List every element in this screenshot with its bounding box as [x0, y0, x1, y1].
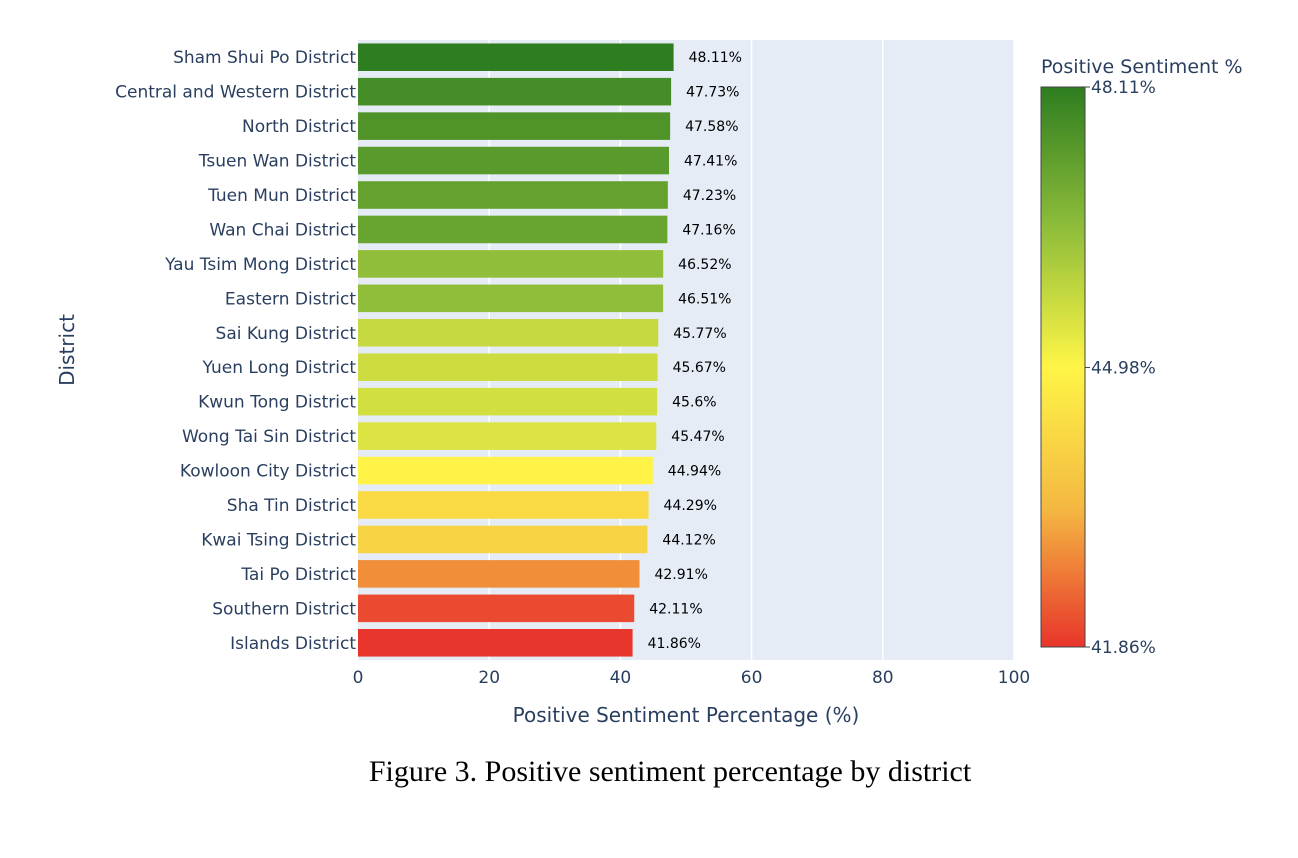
x-tick-label: 0 [353, 668, 364, 688]
x-tick-label: 60 [741, 668, 763, 688]
y-tick-label: Sha Tin District [227, 496, 357, 516]
bar [358, 284, 664, 313]
bar [358, 250, 664, 278]
bar-value-label: 47.23% [683, 188, 736, 204]
y-axis-tick-labels: Sham Shui Po District Central and Western… [115, 48, 356, 654]
bar-value-label: 47.41% [684, 154, 737, 170]
bar-value-label: 41.86% [648, 636, 701, 652]
colorbar-title: Positive Sentiment % [1041, 56, 1243, 78]
bar-value-label: 42.11% [649, 601, 702, 617]
colorbar-tick-labels: 48.11% 44.98% 41.86% [1085, 78, 1156, 658]
y-tick-label: Islands District [230, 634, 356, 654]
x-tick-label: 20 [478, 668, 500, 688]
bar-value-label: 47.16% [682, 222, 735, 238]
colorbar [1040, 86, 1086, 648]
bar-value-label: 46.52% [678, 257, 731, 273]
bar-value-label: 45.77% [673, 326, 726, 342]
bar-labels: 48.11% 47.73% 47.58% 47.41% 47.23% 47.16% 46.5… [648, 50, 742, 652]
bar-value-label: 42.91% [654, 567, 707, 583]
bar [358, 77, 672, 106]
bar-value-label: 46.51% [678, 291, 731, 307]
bar [358, 422, 657, 450]
bar [358, 146, 670, 175]
y-tick-label: Kwun Tong District [198, 393, 356, 413]
bar [358, 491, 649, 519]
bar [358, 387, 658, 416]
colorbar-tick-label: 48.11% [1091, 78, 1156, 98]
y-tick-label: Central and Western District [115, 83, 356, 103]
y-tick-label: Wan Chai District [209, 220, 356, 240]
bar [358, 456, 653, 485]
bar-value-label: 44.94% [668, 464, 721, 480]
colorbar-tick-label: 44.98% [1091, 358, 1156, 378]
bar [358, 353, 658, 381]
y-tick-label: Sham Shui Po District [173, 48, 356, 68]
y-tick-label: Yuen Long District [202, 358, 357, 378]
bar [358, 525, 648, 554]
gridlines [488, 40, 1015, 660]
y-tick-label: North District [242, 117, 356, 137]
y-tick-label: Southern District [212, 599, 356, 619]
bar [358, 43, 674, 71]
x-axis-title: Positive Sentiment Percentage (%) [513, 703, 860, 727]
bar [358, 629, 633, 657]
bar-value-label: 45.67% [673, 360, 726, 376]
y-tick-label: Kowloon City District [180, 462, 356, 482]
y-tick-label: Tuen Mun District [207, 186, 356, 206]
x-tick-label: 40 [610, 668, 632, 688]
bars [358, 43, 674, 657]
colorbar-tick-label: 41.86% [1091, 638, 1156, 658]
bar-value-label: 45.6% [672, 395, 716, 411]
x-axis-tick-labels: 0 20 40 60 80 100 [353, 668, 1031, 688]
y-tick-label: Kwai Tsing District [201, 530, 356, 550]
bar [358, 560, 640, 588]
y-tick-label: Tsuen Wan District [198, 152, 357, 172]
bar [358, 215, 668, 244]
y-tick-label: Yau Tsim Mong District [164, 255, 356, 275]
y-axis-title: District [55, 314, 79, 386]
y-tick-label: Sai Kung District [216, 324, 357, 344]
bar-value-label: 45.47% [671, 429, 724, 445]
bar [358, 594, 635, 623]
y-tick-label: Tai Po District [240, 565, 356, 585]
bar [358, 181, 668, 209]
x-tick-label: 100 [998, 668, 1030, 688]
bar-value-label: 47.58% [685, 119, 738, 135]
y-tick-label: Wong Tai Sin District [182, 427, 356, 447]
bar [358, 319, 659, 347]
bar-value-label: 44.29% [664, 498, 717, 514]
bar-value-label: 44.12% [662, 532, 715, 548]
plot-area [358, 40, 1014, 660]
figure-caption: Figure 3. Positive sentiment percentage … [368, 755, 972, 788]
bar-value-label: 48.11% [689, 50, 742, 66]
bar-value-label: 47.73% [686, 85, 739, 101]
x-tick-label: 80 [872, 668, 894, 688]
y-tick-label: Eastern District [225, 289, 356, 309]
bar-chart: 48.11% 47.73% 47.58% 47.41% 47.23% 47.16% 46.5… [55, 40, 1243, 727]
bar [358, 112, 671, 140]
